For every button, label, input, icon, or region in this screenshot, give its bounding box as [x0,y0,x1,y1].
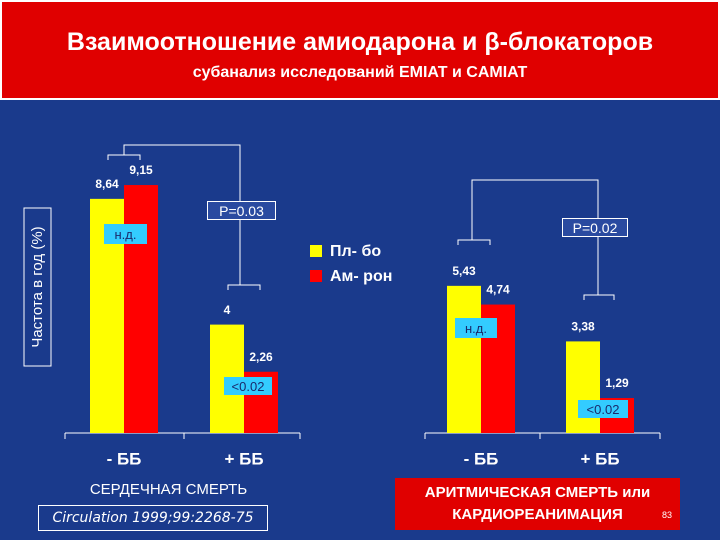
y-axis-label: Частота в год (%) [29,226,46,347]
value-label: 2,26 [249,350,273,364]
citation: Circulation 1999;99:2268-75 [38,505,268,531]
header [0,0,720,100]
value-label: 3,38 [571,320,595,334]
legend-swatch [310,245,322,257]
group-label: СЕРДЕЧНАЯ СМЕРТЬ [89,480,248,498]
value-label: 4 [224,303,231,317]
ns-label: н.д. [455,318,497,338]
ns-label: н.д. [104,224,147,244]
value-label: 1,29 [605,376,629,390]
x-tick-label: + ББ [224,449,263,468]
bar [124,185,158,433]
legend-label: Пл- бо [330,243,381,260]
bar [447,285,481,433]
legend-label: Ам- рон [330,268,392,285]
p-value: <0.02 [578,400,628,418]
group-label: АРИТМИЧЕСКАЯ СМЕРТЬ или КАРДИОРЕАНИМАЦИЯ [395,478,680,530]
legend-swatch [310,270,322,282]
value-label: 5,43 [452,264,476,278]
x-axis [64,432,661,439]
p-value: P=0.03 [207,201,276,220]
ylabel-box [23,207,52,367]
bar [566,341,600,433]
value-label: 4,74 [486,283,510,297]
p-value: P=0.02 [562,218,628,237]
page-number: 83 [662,510,673,520]
x-tick-label: + ББ [580,449,619,468]
value-label: 9,15 [129,163,153,177]
value-label: 8,64 [95,177,119,191]
subtitle: субанализ исследований EMIAT и CAMIAT [192,64,528,81]
title: Взаимоотношение амиодарона и β-блокаторо… [66,28,654,56]
x-tick-label: - ББ [107,449,142,468]
x-tick-label: - ББ [464,449,499,468]
p-value: <0.02 [224,377,272,395]
